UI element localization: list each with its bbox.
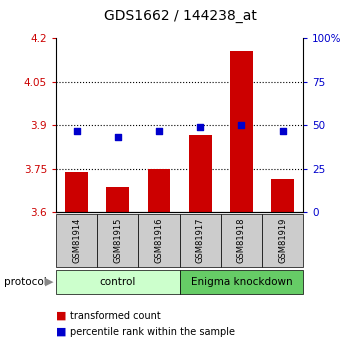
Bar xyxy=(56,270,180,295)
Point xyxy=(74,129,79,134)
Bar xyxy=(221,214,262,267)
Bar xyxy=(106,187,129,212)
Bar xyxy=(148,169,170,212)
Bar xyxy=(180,214,221,267)
Text: GSM81914: GSM81914 xyxy=(72,218,81,263)
Bar xyxy=(230,51,253,212)
Text: ■: ■ xyxy=(56,311,66,321)
Text: ▶: ▶ xyxy=(44,277,53,287)
Text: Enigma knockdown: Enigma knockdown xyxy=(191,277,292,287)
Text: control: control xyxy=(100,277,136,287)
Bar xyxy=(180,270,303,295)
Point xyxy=(239,122,244,128)
Point xyxy=(280,129,286,134)
Point xyxy=(115,135,121,140)
Bar xyxy=(271,179,294,212)
Text: GDS1662 / 144238_at: GDS1662 / 144238_at xyxy=(104,9,257,23)
Text: GSM81916: GSM81916 xyxy=(155,218,164,263)
Text: percentile rank within the sample: percentile rank within the sample xyxy=(70,327,235,337)
Point xyxy=(197,125,203,130)
Point xyxy=(156,129,162,134)
Text: GSM81915: GSM81915 xyxy=(113,218,122,263)
Text: GSM81918: GSM81918 xyxy=(237,218,246,263)
Text: GSM81919: GSM81919 xyxy=(278,218,287,263)
Text: ■: ■ xyxy=(56,327,66,337)
Text: protocol: protocol xyxy=(4,277,46,287)
Bar xyxy=(189,135,212,212)
Bar xyxy=(262,214,303,267)
Text: GSM81917: GSM81917 xyxy=(196,218,205,263)
Bar xyxy=(65,171,88,212)
Bar xyxy=(97,214,138,267)
Bar xyxy=(56,214,97,267)
Bar xyxy=(138,214,180,267)
Text: transformed count: transformed count xyxy=(70,311,161,321)
